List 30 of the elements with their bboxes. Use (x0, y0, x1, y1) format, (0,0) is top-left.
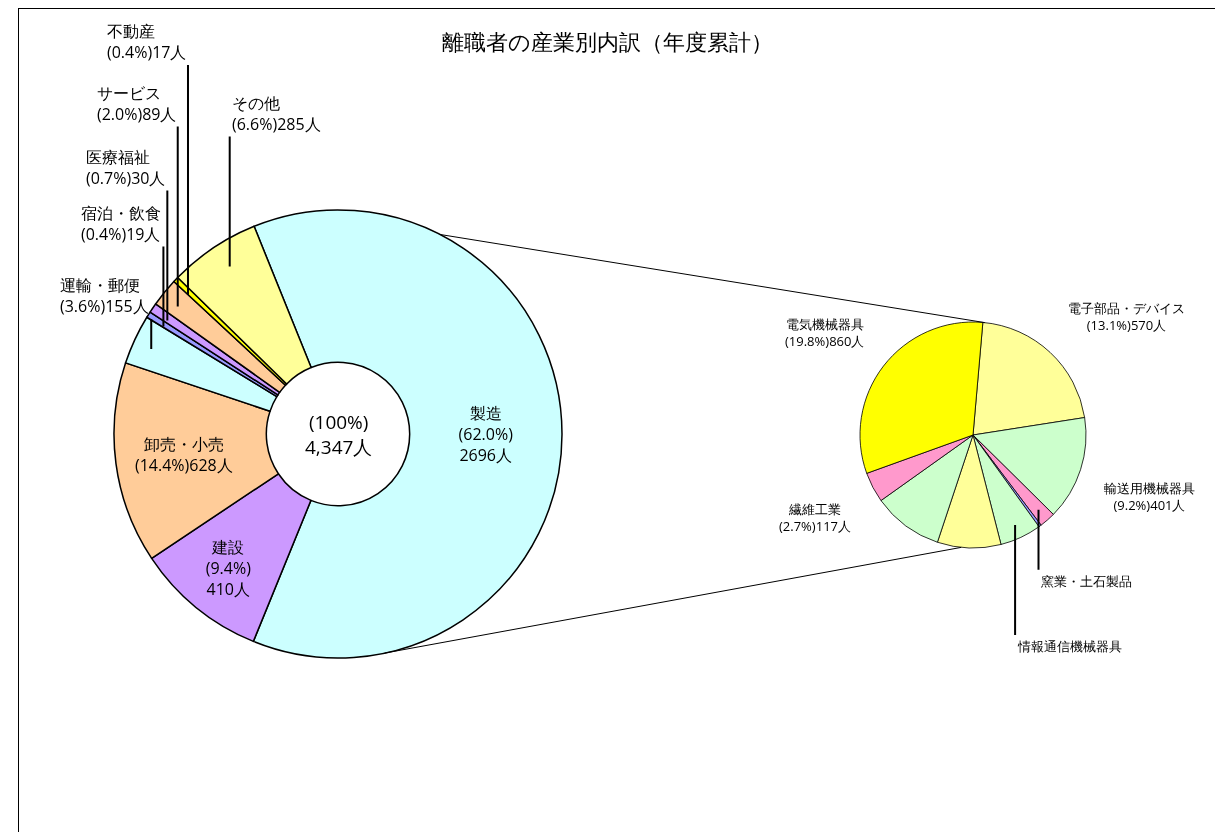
slice-label: 不動産 (107, 20, 155, 42)
slice-label: 医療福祉 (86, 146, 150, 168)
slice-label: サービス (97, 82, 161, 104)
text: (100%) 4,347人 (305, 409, 373, 460)
data-label: (9.4%) 410人 (205, 557, 252, 600)
slice-label: 情報通信機械器具 (1017, 637, 1122, 655)
data-label: (0.7%)30人 (86, 166, 166, 189)
slice-label: 運輸・郵便 (60, 274, 140, 296)
data-label: (13.1%)570人 (1086, 315, 1167, 334)
text: 離職者の産業別内訳（年度累計） (442, 30, 773, 55)
data-label: (2.0%)89人 (97, 102, 177, 125)
data-label: (62.0%) 2696人 (458, 423, 514, 467)
slice-label: 窯業・土石製品 (1041, 572, 1132, 590)
data-label: (6.6%)285人 (232, 112, 321, 135)
data-label: (0.4%)17人 (107, 40, 187, 63)
slice-label: 卸売・小売 (143, 433, 224, 456)
slice-label: 電気機械器具 (785, 315, 864, 333)
slice-label: その他 (232, 92, 280, 114)
slice-label: 繊維工業 (788, 500, 841, 518)
data-label: (19.8%)860人 (785, 331, 865, 350)
data-label: (2.7%)117人 (779, 516, 851, 535)
data-label: (9.2%)401人 (1113, 495, 1186, 514)
slice-label: 輸送用機械器具 (1104, 479, 1195, 497)
data-label: (14.4%)628人 (134, 453, 233, 476)
slice-label: 製造 (469, 402, 502, 425)
slice-label: 宿泊・飲食 (81, 202, 161, 224)
data-label: (3.6%)155人 (60, 294, 149, 317)
slice-label: 電子部品・デバイス (1068, 299, 1185, 317)
slice-label: 建設 (211, 536, 245, 559)
data-label: (0.4%)19人 (81, 222, 161, 245)
